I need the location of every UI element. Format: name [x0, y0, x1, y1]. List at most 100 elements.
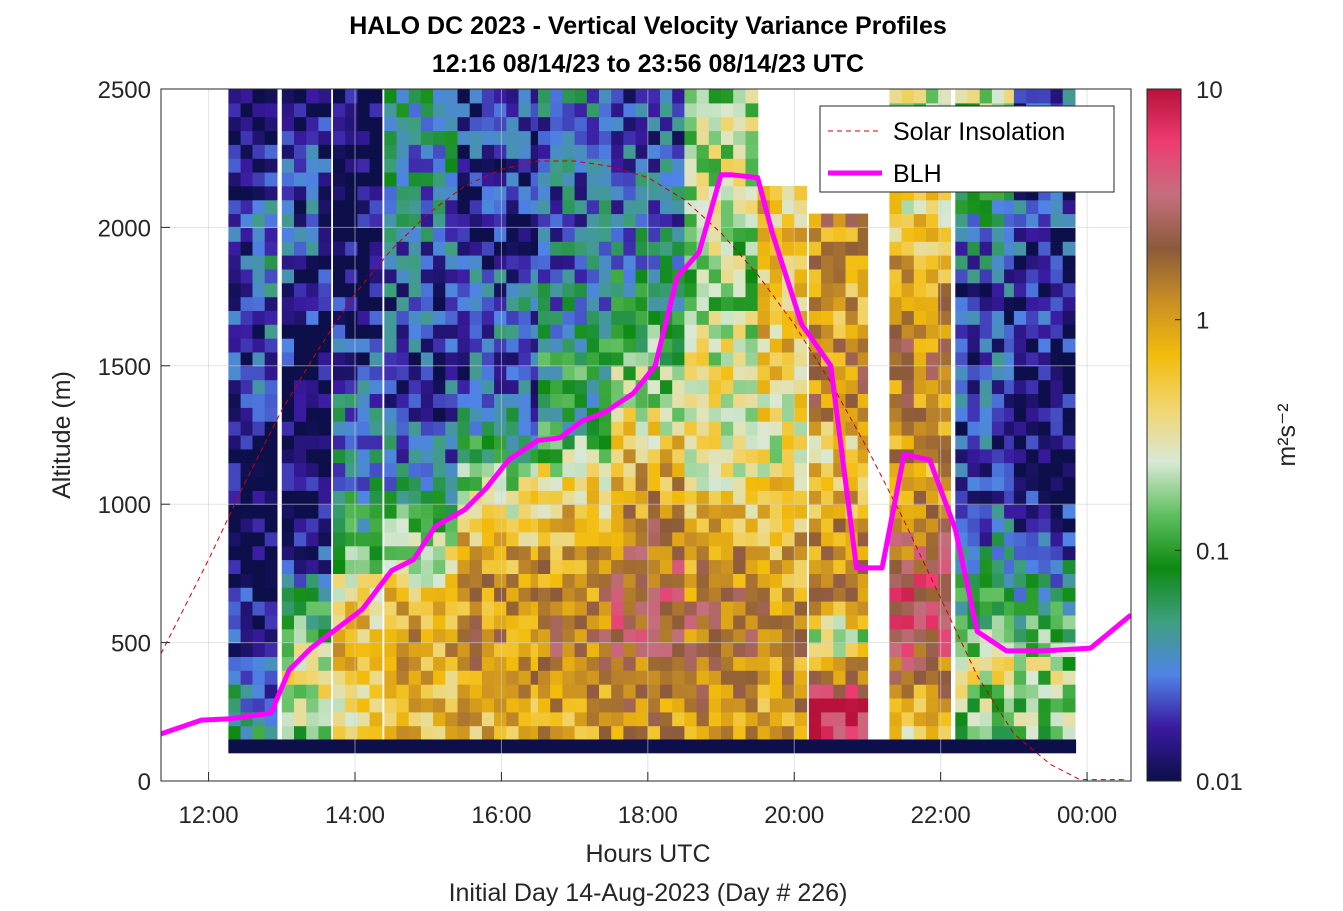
heatmap-cell: [782, 462, 795, 478]
heatmap-cell: [684, 587, 698, 602]
heatmap-cell: [696, 573, 710, 588]
heatmap-cell: [1038, 227, 1052, 242]
heatmap-cell: [1038, 448, 1052, 464]
heatmap-cell: [794, 282, 808, 298]
heatmap-cell: [660, 227, 673, 242]
heatmap-cell: [684, 213, 698, 228]
heatmap-cell: [306, 545, 319, 561]
heatmap-cell: [833, 628, 847, 644]
heatmap-cell: [550, 587, 563, 602]
heatmap-cell: [623, 504, 637, 519]
heatmap-cell: [1004, 476, 1015, 491]
heatmap-cell: [660, 504, 673, 519]
heatmap-cell: [1038, 393, 1052, 408]
heatmap-cell: [586, 698, 600, 713]
heatmap-cell: [518, 601, 532, 616]
heatmap-cell: [408, 435, 422, 450]
heatmap-cell: [518, 241, 532, 256]
heatmap-cell: [396, 587, 410, 602]
heatmap-cell: [745, 518, 759, 533]
heatmap-cell: [445, 158, 459, 173]
heatmap-cell: [530, 268, 539, 284]
heatmap-cell: [469, 421, 483, 436]
heatmap-cell: [550, 448, 563, 464]
heatmap-cell: [913, 365, 927, 381]
heatmap-cell: [1062, 213, 1076, 228]
heatmap-cell: [481, 213, 495, 228]
heatmap-cell: [1038, 435, 1052, 450]
heatmap-cell: [294, 407, 307, 422]
heatmap-cell: [938, 448, 951, 464]
heatmap-cell: [538, 462, 551, 478]
heatmap-cell: [745, 559, 759, 574]
heatmap-cell: [672, 227, 685, 242]
heatmap-cell: [433, 158, 446, 173]
heatmap-cell: [672, 365, 685, 381]
heatmap-cell: [967, 545, 981, 561]
heatmap-cell: [845, 338, 859, 353]
heatmap-cell: [913, 227, 927, 242]
heatmap-cell: [345, 365, 358, 381]
heatmap-cell: [294, 255, 307, 270]
heatmap-cell: [408, 379, 422, 394]
heatmap-cell: [538, 656, 551, 671]
heatmap-cell: [228, 531, 242, 547]
heatmap-cell: [991, 490, 1005, 505]
heatmap-cell: [833, 255, 847, 270]
heatmap-cell: [369, 89, 383, 104]
heatmap-cell: [1026, 435, 1039, 450]
heatmap-cell: [357, 587, 371, 602]
heatmap-cell: [481, 711, 495, 727]
heatmap-cell: [318, 213, 332, 228]
heatmap-cell: [538, 518, 551, 533]
heatmap-cell: [1026, 213, 1039, 228]
heatmap-cell: [1004, 352, 1015, 367]
heatmap-cell: [782, 711, 795, 727]
heatmap-cell: [228, 684, 242, 699]
heatmap-cell: [445, 89, 459, 104]
heatmap-cell: [469, 89, 483, 104]
heatmap-cell: [306, 89, 319, 104]
heatmap-cell: [696, 504, 710, 519]
heatmap-cell: [294, 352, 307, 367]
heatmap-cell: [721, 338, 734, 353]
heatmap-cell: [562, 241, 576, 256]
heatmap-cell: [955, 199, 969, 215]
heatmap-cell: [1038, 365, 1052, 381]
heatmap-cell: [708, 684, 722, 699]
heatmap-cell: [635, 185, 649, 201]
heatmap-cell: [733, 531, 746, 547]
heatmap-cell: [550, 573, 563, 588]
heatmap-cell: [721, 241, 734, 256]
heatmap-cell: [599, 642, 612, 657]
heatmap-cell: [281, 725, 295, 740]
heatmap-cell: [757, 698, 771, 713]
heatmap-cell: [252, 338, 266, 353]
heatmap-cell: [684, 89, 698, 104]
heatmap-cell: [420, 421, 434, 436]
heatmap-cell: [1004, 490, 1015, 505]
heatmap-cell: [721, 158, 734, 173]
heatmap-cell: [530, 587, 539, 602]
heatmap-cell: [991, 89, 1005, 104]
heatmap-cell: [469, 684, 483, 699]
heatmap-cell: [635, 476, 649, 491]
heatmap-cell: [562, 393, 576, 408]
heatmap-cell: [384, 531, 398, 547]
heatmap-cell: [696, 448, 710, 464]
heatmap-cell: [408, 102, 422, 118]
heatmap-cell: [1050, 573, 1064, 588]
heatmap-cell: [396, 407, 410, 422]
heatmap-cell: [550, 698, 563, 713]
heatmap-cell: [562, 490, 576, 505]
heatmap-cell: [574, 310, 588, 325]
heatmap-cell: [1004, 282, 1015, 298]
heatmap-cell: [281, 518, 295, 533]
heatmap-cell: [420, 213, 434, 228]
heatmap-cell: [481, 393, 495, 408]
heatmap-cell: [660, 587, 673, 602]
heatmap-cell: [901, 241, 915, 256]
heatmap-cell: [345, 324, 358, 339]
heatmap-cell: [518, 352, 532, 367]
heatmap-cell: [623, 448, 637, 464]
